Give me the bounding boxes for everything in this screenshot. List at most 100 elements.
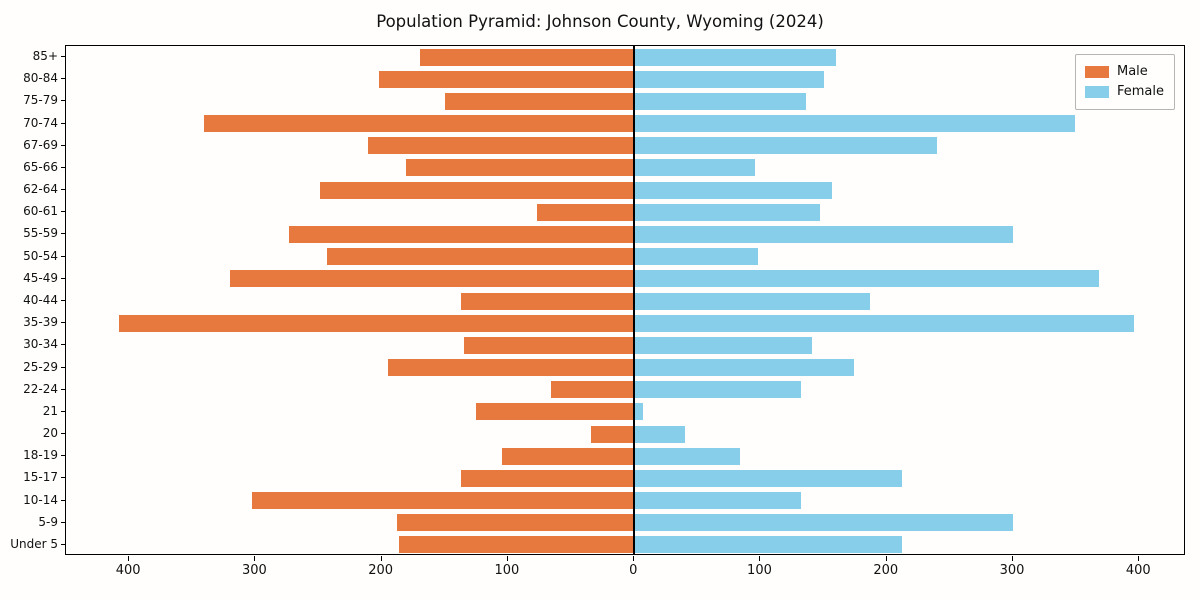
y-axis-label-15-17: 15-17 bbox=[23, 470, 58, 485]
male-bar-20 bbox=[591, 425, 635, 443]
y-tick-mark bbox=[61, 189, 65, 191]
x-axis-label-400: 400 bbox=[1125, 563, 1151, 578]
female-bar-75-79 bbox=[634, 92, 806, 110]
female-bar-18-19 bbox=[634, 447, 741, 465]
male-bar-5-9 bbox=[396, 514, 635, 532]
y-tick-mark bbox=[61, 100, 65, 102]
male-bar-55-59 bbox=[289, 225, 635, 243]
x-axis-label-100: 100 bbox=[747, 563, 772, 578]
x-tick-mark bbox=[1012, 556, 1013, 561]
female-bar-62-64 bbox=[634, 181, 833, 199]
y-axis-label-55-59: 55-59 bbox=[23, 226, 58, 241]
y-axis-label-62-64: 62-64 bbox=[23, 182, 58, 197]
female-bar-25-29 bbox=[634, 359, 854, 377]
y-axis-label-25-29: 25-29 bbox=[23, 359, 58, 374]
y-tick-mark bbox=[61, 433, 65, 435]
y-tick-mark bbox=[61, 211, 65, 213]
y-axis-label-85-: 85+ bbox=[32, 49, 58, 64]
y-tick-mark bbox=[61, 144, 65, 146]
female-legend-swatch bbox=[1084, 86, 1109, 98]
x-axis-label-300: 300 bbox=[999, 563, 1025, 578]
y-tick-mark bbox=[61, 455, 65, 457]
female-bar-65-66 bbox=[634, 159, 756, 177]
y-tick-mark bbox=[61, 366, 65, 368]
y-axis-label-22-24: 22-24 bbox=[23, 381, 58, 396]
y-tick-mark bbox=[61, 322, 65, 324]
female-bar-60-61 bbox=[634, 203, 820, 221]
y-tick-mark bbox=[61, 521, 65, 523]
male-legend-swatch bbox=[1084, 66, 1109, 78]
male-bar-80-84 bbox=[379, 70, 635, 88]
x-axis-label-200: 200 bbox=[368, 563, 394, 578]
x-axis-label-400: 400 bbox=[115, 563, 141, 578]
female-bar-67-69 bbox=[634, 137, 938, 155]
y-tick-mark bbox=[61, 388, 65, 390]
male-bar-45-49 bbox=[230, 270, 635, 288]
x-tick-mark bbox=[254, 556, 256, 561]
female-bar-15-17 bbox=[634, 469, 902, 487]
y-axis-label-80-84: 80-84 bbox=[23, 71, 58, 86]
y-tick-mark bbox=[61, 78, 65, 80]
y-axis-label-35-39: 35-39 bbox=[23, 315, 58, 330]
y-axis-label-67-69: 67-69 bbox=[23, 137, 58, 152]
male-bar-35-39 bbox=[119, 314, 635, 332]
male-bar-15-17 bbox=[461, 469, 635, 487]
male-bar-75-79 bbox=[444, 92, 635, 110]
male-bar-10-14 bbox=[251, 492, 635, 510]
female-bar-22-24 bbox=[634, 381, 801, 399]
male-bar-40-44 bbox=[461, 292, 635, 310]
female-bar-21 bbox=[634, 403, 644, 421]
x-tick-mark bbox=[633, 556, 635, 561]
y-tick-mark bbox=[61, 277, 65, 279]
x-axis-label-200: 200 bbox=[873, 563, 899, 578]
male-bar-67-69 bbox=[367, 137, 635, 155]
female-bar-20 bbox=[634, 425, 685, 443]
zero-axis-line bbox=[633, 46, 635, 554]
y-tick-mark bbox=[61, 122, 65, 124]
x-tick-mark bbox=[380, 556, 382, 561]
y-axis-label-30-34: 30-34 bbox=[23, 337, 58, 352]
male-bar-70-74 bbox=[203, 115, 635, 133]
male-legend-label: Male bbox=[1116, 64, 1148, 79]
female-bar-under-5 bbox=[634, 536, 902, 554]
male-bar-under-5 bbox=[399, 536, 635, 554]
y-axis-label-under-5: Under 5 bbox=[10, 536, 58, 551]
plot-area: Male Female bbox=[65, 45, 1185, 555]
y-axis-label-18-19: 18-19 bbox=[23, 448, 58, 463]
y-axis-label-60-61: 60-61 bbox=[23, 204, 58, 219]
y-axis-label-40-44: 40-44 bbox=[23, 293, 58, 307]
legend: Male Female bbox=[1074, 54, 1175, 110]
male-bar-25-29 bbox=[387, 359, 635, 377]
x-tick-mark bbox=[759, 556, 761, 561]
y-tick-mark bbox=[61, 233, 65, 235]
x-axis-label-300: 300 bbox=[241, 563, 267, 578]
female-bar-45-49 bbox=[634, 270, 1099, 288]
y-axis-label-75-79: 75-79 bbox=[23, 93, 58, 108]
male-bar-30-34 bbox=[463, 336, 635, 354]
female-bar-40-44 bbox=[634, 292, 871, 310]
x-tick-mark bbox=[506, 556, 508, 561]
y-axis-label-50-54: 50-54 bbox=[23, 248, 58, 263]
male-bar-21 bbox=[476, 403, 635, 421]
x-axis-label-100: 100 bbox=[494, 563, 520, 578]
male-bar-22-24 bbox=[550, 381, 635, 399]
y-tick-mark bbox=[61, 499, 65, 501]
x-axis-label-0: 0 bbox=[629, 563, 638, 578]
y-tick-mark bbox=[61, 255, 65, 257]
female-legend-label: Female bbox=[1116, 84, 1164, 99]
female-bar-85- bbox=[634, 48, 837, 66]
female-bar-5-9 bbox=[634, 514, 1013, 532]
y-axis-label-20: 20 bbox=[42, 426, 58, 441]
legend-item-female: Female bbox=[1084, 82, 1164, 102]
male-bar-62-64 bbox=[319, 181, 635, 199]
x-tick-mark bbox=[128, 556, 130, 561]
x-tick-mark bbox=[1138, 556, 1140, 561]
y-axis-label-45-49: 45-49 bbox=[23, 270, 58, 285]
male-bar-60-61 bbox=[536, 203, 635, 221]
male-bar-65-66 bbox=[405, 159, 635, 177]
y-tick-mark bbox=[61, 344, 65, 346]
x-tick-mark bbox=[885, 556, 887, 561]
y-tick-mark bbox=[61, 166, 65, 168]
y-axis-label-5-9: 5-9 bbox=[38, 514, 58, 529]
